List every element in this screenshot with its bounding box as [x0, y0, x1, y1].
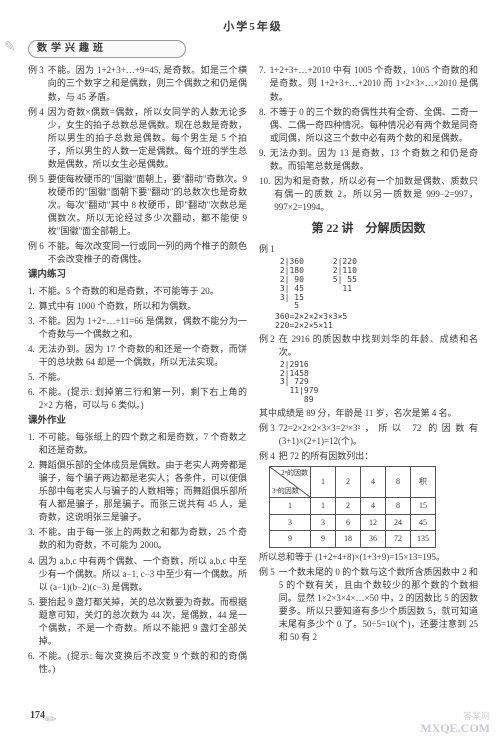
th-8: 8 [386, 467, 411, 498]
ch22-ex3: 例 372=2×2×2×3×3=2³×3²，所以 72 的因数有 (3+1)×(… [259, 422, 478, 448]
homework-2: 2.舞蹈俱乐部的全体成员是偶数。由于老实人两旁都是骗子，每个骗子两边都是老实人；… [28, 459, 247, 524]
series-title: 数学兴趣班 [28, 40, 186, 59]
homework-4: 4.因为 a,b,c 中有两个偶数、一个奇数，所以 a,b,c 中至少有一个偶数… [28, 555, 247, 594]
deco-left-icon: ✎ [4, 38, 16, 58]
table-row: 99183672135 [270, 531, 436, 548]
ex4-sum: 所以总和等于 (1+2+4+8)×(1+3+9)=15×13=195。 [259, 551, 478, 564]
diag-left-label: 3ⁿ的因数 [272, 486, 299, 496]
deco-bottom-icon: ✏ [45, 711, 57, 731]
th-1: 1 [311, 467, 336, 498]
example-6: 例 6不能。每次改变同一行或同一列的两个椎子的颜色不会改变椎子的奇偶性。 [28, 240, 247, 266]
th-sum: 积 [411, 467, 436, 498]
inclass-heading: 课内练习 [28, 269, 247, 283]
ch22-ex5: 例 5一个数末尾的 0 的个数与这个数所含质因数中 2 和 5 的个数有关，且由… [259, 566, 478, 644]
inclass-5: 5.不能。 [28, 371, 247, 384]
th-2: 2 [336, 467, 361, 498]
ex1-result: 360=2×2×2×3×3×5 220=2×2×5×11 [275, 313, 478, 331]
inclass-2: 2.算式中有 1000 个奇数，所以和为偶数。 [28, 300, 247, 313]
cont-10: 10.因为和是奇数，所以必有一个加数是偶数、质数只有偶一的质数 2。所以另一质数… [259, 175, 478, 214]
ch22-ex1: 例 1 [259, 243, 478, 256]
chapter-22-title: 第 22 讲 分解质因数 [259, 220, 478, 237]
page: ✎ 小学5年级 数学兴趣班 例 3不能。因为 1+2+3+…+9=45, 是奇数… [0, 0, 500, 743]
ch22-ex4: 例 4把 72 的所有因数列出： [259, 450, 478, 463]
grade-title: 小学5年级 [28, 20, 478, 36]
division-work-2: 2|2916 2|1458 3| 729 11|979 89 [275, 361, 478, 405]
homework-5: 5.要抬起 9 盏灯都关掉，关的总次数要为奇数。而根据题意可知，关灯的总次数为 … [28, 596, 247, 648]
example-5: 例 5要使每枚硬币的"国徽"面朝上，要"翻动"奇数次。9 枚硬币的"国徽"面朝下… [28, 173, 247, 238]
inclass-6: 6.不能。(提示: 划掉第三行和第一列，剩下右上角的 2×2 方格，可以与 6 … [28, 386, 247, 412]
inclass-1: 1.不能。5 个奇数的和是奇数，不可能等于 20。 [28, 285, 247, 298]
cont-9: 9.无法办到。因为 13 是奇数，13 个奇数之和仍是奇数。而铅笔总数是偶数。 [259, 147, 478, 173]
watermark-bottom: MXQE.COM [420, 720, 490, 737]
example-3: 例 3不能。因为 1+2+3+…+9=45, 是奇数。如是三个横向的三个数字之和… [28, 64, 247, 103]
ex2-result: 其中成绩是 89 分，年龄是 11 岁，名次是第 4 名。 [259, 407, 478, 420]
example-4: 例 4因为奇数×偶数=偶数，所以女同学的人数无论多少，女生的拍子总数总是偶数。现… [28, 106, 247, 171]
homework-3: 3.不能。由于每一张上的两数之和都为奇数，25 个奇数的和为奇数，不可能为 20… [28, 526, 247, 552]
th-4: 4 [361, 467, 386, 498]
table-row: 1124815 [270, 498, 436, 515]
inclass-4: 4.无法办到。因为 17 个奇数的和还是一个奇数，而饼干的总块数 64 却是一个… [28, 343, 247, 369]
homework-heading: 课外作业 [28, 415, 247, 429]
factor-table: 2ⁿ的因数 3ⁿ的因数 1 2 4 8 积 1124815 336122445 … [269, 466, 436, 548]
cont-8: 8.不等于 0 的三个数的奇偶性共有全奇、全偶、二奇一偶、二偶一奇四种情况。每种… [259, 106, 478, 145]
ch22-ex2: 例 2在 2916 的质因数中找到刘华的年龄、成绩和名次。 [259, 333, 478, 359]
page-number: 174 [30, 709, 45, 724]
diag-top-label: 2ⁿ的因数 [281, 468, 308, 478]
table-row: 336122445 [270, 514, 436, 531]
homework-1: 1.不可能。每张纸上的四个数之和是奇数，7 个奇数之和还是奇数。 [28, 431, 247, 457]
inclass-3: 3.不能。因为 1+2+…+11=66 是偶数，偶数不能分为一个奇数与一个偶数之… [28, 315, 247, 341]
cont-7: 7.1+2+3+…+2010 中有 1005 个奇数，1005 个奇数的和是奇数… [259, 64, 478, 103]
cont-6: 6.不能。(提示: 每次变换后不改变 9 个数的和的奇偶性。) [28, 650, 247, 676]
division-work-1: 2|360 2|220 2|180 2|110 2| 90 5| 55 3| 4… [275, 258, 478, 311]
two-column-body: 例 3不能。因为 1+2+3+…+9=45, 是奇数。如是三个横向的三个数字之和… [28, 64, 478, 704]
